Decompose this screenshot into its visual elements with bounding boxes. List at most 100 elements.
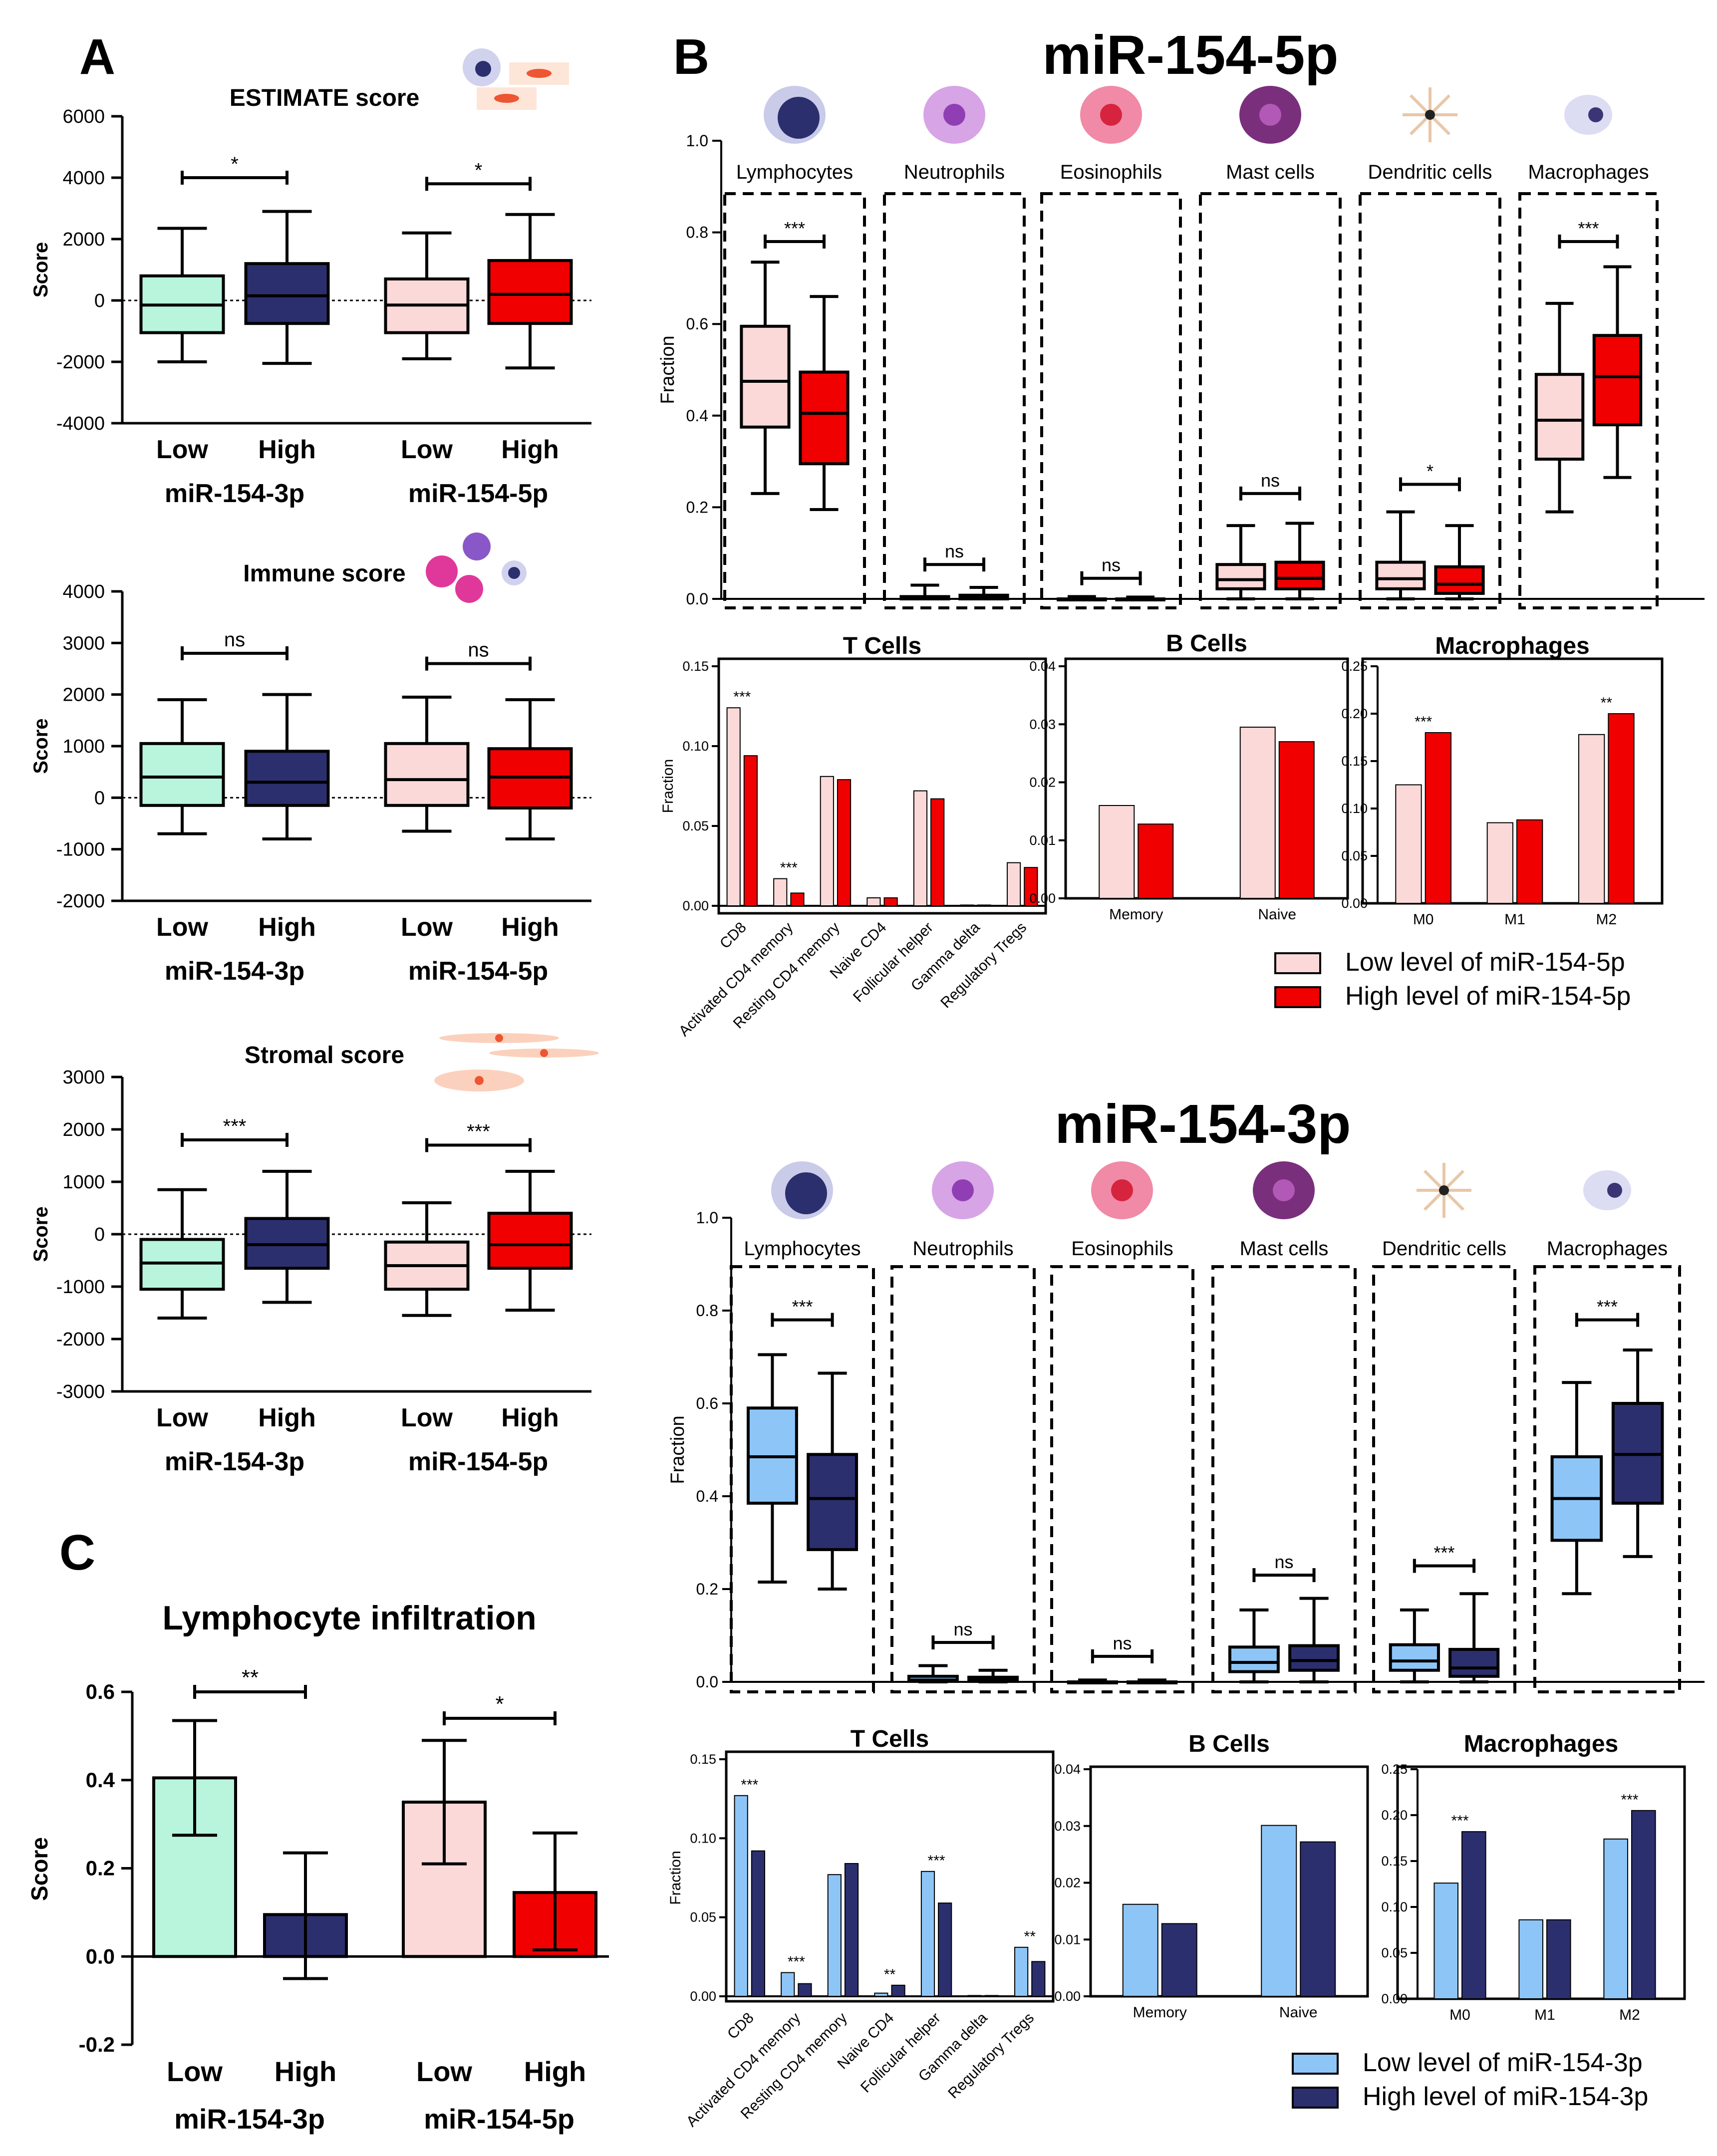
- category-label: Dendritic cells: [1368, 161, 1492, 183]
- bar-high-3: [891, 1984, 905, 1997]
- chart-title: B Cells: [1188, 1731, 1270, 1757]
- y-tick-label: 0.04: [1054, 1762, 1081, 1777]
- bar-high-5: [977, 904, 991, 907]
- bar-low-2: [1578, 734, 1605, 904]
- category-label: Lymphocytes: [744, 1238, 860, 1260]
- macrophage-icon: [1564, 95, 1612, 135]
- bar-low-0: [734, 1795, 748, 1997]
- sig-annotation: **: [884, 1966, 896, 1983]
- bar-high-6: [1031, 1961, 1046, 1997]
- chart-title: B Cells: [1166, 630, 1247, 657]
- y-tick-label: 0.00: [1381, 1991, 1408, 2006]
- box-high-4: [1448, 1647, 1500, 1678]
- category-label: Naive: [1279, 2004, 1318, 2021]
- y-tick-label: 1000: [62, 1172, 105, 1193]
- y-tick-label: 0.10: [1341, 801, 1368, 816]
- category-label: Macrophages: [1528, 161, 1649, 183]
- y-tick-label: 0.10: [1381, 1899, 1408, 1914]
- category-label: M2: [1596, 911, 1617, 928]
- y-tick-label: 0.0: [86, 1944, 115, 1968]
- category-label: Follicular helper: [850, 919, 936, 1006]
- cell-group-frame: [1050, 1265, 1194, 1693]
- nucleus: [1100, 104, 1122, 126]
- bar-high-0: [743, 755, 758, 906]
- y-tick-label: 0.4: [696, 1487, 718, 1505]
- y-axis-label: Fraction: [667, 1415, 688, 1484]
- y-tick-label: 6000: [62, 106, 105, 127]
- y-tick-label: -1000: [56, 1277, 105, 1298]
- sig-bracket-text: ns: [1102, 555, 1121, 575]
- y-tick-label: 4000: [62, 168, 105, 189]
- y-tick-label: 3000: [62, 633, 105, 654]
- nucleus: [494, 94, 519, 103]
- box-high-3: [1274, 560, 1325, 590]
- y-tick-label: 0: [94, 290, 105, 311]
- mast-cell-icon: [1253, 1161, 1315, 1219]
- y-tick-label: 0.6: [86, 1680, 115, 1703]
- category-label: High: [258, 1403, 316, 1432]
- cell: [463, 533, 491, 560]
- nucleus: [1439, 1185, 1449, 1195]
- macrophage-icon: [1583, 1170, 1631, 1210]
- y-tick-label: -3000: [56, 1381, 105, 1402]
- category-label: Low: [156, 1403, 209, 1432]
- bar-low-4: [913, 790, 928, 906]
- nucleus: [1259, 104, 1281, 126]
- bar-high-0: [1461, 1831, 1486, 2000]
- y-tick-label: 1.0: [686, 132, 708, 150]
- y-tick-label: 0.10: [682, 739, 709, 754]
- y-tick-label: 2000: [62, 685, 105, 706]
- y-tick-label: 0.05: [682, 818, 709, 833]
- stromal-cells-icon: [434, 1033, 599, 1091]
- category-label: M1: [1504, 911, 1525, 928]
- bar-low-3: [874, 1992, 888, 1997]
- nucleus: [1425, 110, 1435, 120]
- bar-high-1: [790, 892, 805, 907]
- y-tick-label: 0.02: [1054, 1876, 1081, 1890]
- bar-high-1: [1278, 741, 1315, 899]
- y-tick-label: -2000: [56, 352, 105, 373]
- chart-title: ESTIMATE score: [230, 85, 420, 111]
- sig-bracket-text: ***: [792, 1297, 813, 1317]
- sig-bracket-text: *: [1427, 461, 1433, 482]
- y-tick-label: 0.15: [682, 659, 709, 674]
- box-low-4: [1389, 1643, 1440, 1672]
- bar-high-1: [1300, 1841, 1336, 1997]
- category-label: Neutrophils: [904, 161, 1005, 183]
- y-tick-label: 0.8: [686, 224, 708, 242]
- y-tick-label: 1.0: [696, 1209, 718, 1227]
- y-tick-label: 0.15: [1381, 1854, 1408, 1869]
- sig-bracket-text: ns: [945, 541, 964, 561]
- box-high-0: [799, 370, 850, 466]
- nucleus: [475, 61, 491, 77]
- sig-bracket-text: ns: [468, 639, 489, 661]
- nucleus: [1111, 1179, 1133, 1201]
- category-label: M1: [1534, 2007, 1555, 2023]
- sig-bracket-text: *: [231, 153, 239, 175]
- legend-label: Low level of miR-154-3p: [1363, 2048, 1643, 2077]
- lymphocyte-icon: [771, 1161, 833, 1219]
- y-tick-label: 0.03: [1054, 1819, 1081, 1834]
- category-label: Follicular helper: [858, 2010, 944, 2096]
- bar-high-4: [938, 1902, 952, 1997]
- neutrophil-icon: [923, 86, 985, 144]
- box-high-4: [1434, 565, 1485, 595]
- sig-annotation: ***: [741, 1777, 758, 1793]
- nucleus: [475, 1076, 484, 1085]
- panel-label-a: A: [79, 29, 115, 85]
- sig-bracket-text: ***: [1578, 218, 1599, 239]
- category-label: Regulatory Tregs: [945, 2010, 1037, 2102]
- y-tick-label: 0.15: [1341, 754, 1368, 769]
- y-axis-label: Fraction: [667, 1851, 684, 1904]
- category-label: Low: [401, 913, 453, 942]
- bar-high-1: [1516, 819, 1543, 904]
- y-tick-label: 2000: [62, 1119, 105, 1140]
- y-tick-label: 0.6: [686, 315, 708, 333]
- sig-bracket-text: ns: [1113, 1633, 1132, 1653]
- category-label: Memory: [1109, 906, 1163, 923]
- cell-group-frame: [1372, 1265, 1516, 1693]
- bar-high-2: [1608, 713, 1635, 904]
- box-high: [244, 262, 330, 325]
- bar-high-4: [930, 798, 945, 906]
